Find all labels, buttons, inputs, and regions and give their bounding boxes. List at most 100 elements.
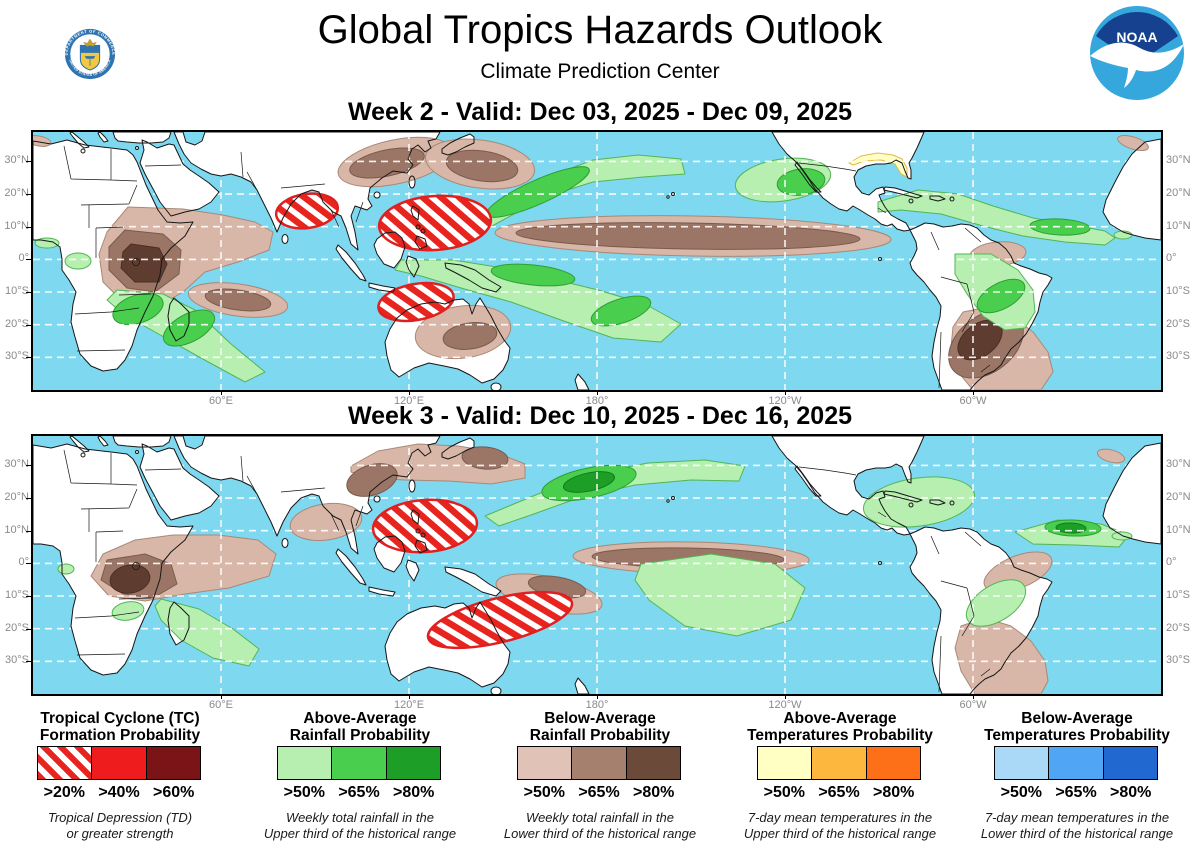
- legend-note: Weekly total rainfall in the Lower third …: [487, 810, 713, 842]
- lon-tick: [221, 694, 222, 699]
- lat-label-left-week2: 20°S: [5, 317, 29, 330]
- tc-formation-region: [274, 192, 340, 230]
- lon-tick: [221, 390, 222, 395]
- week3-map: [31, 434, 1163, 696]
- lat-label-right-week3: 0°: [1166, 556, 1177, 569]
- above-rain-region-level1: [111, 601, 145, 621]
- legend-color-bar: [757, 746, 921, 780]
- week3-map-canvas: [33, 436, 1161, 694]
- above-rain-region-level1: [57, 563, 75, 575]
- legend-title-line: Above-Average: [303, 710, 417, 727]
- legend-note: 7-day mean temperatures in the Upper thir…: [727, 810, 953, 842]
- lat-label-left-week3: 30°S: [5, 654, 29, 667]
- legend-note: 7-day mean temperatures in the Lower thir…: [964, 810, 1190, 842]
- noaa-logo-bird: [1090, 42, 1184, 88]
- legend-swatch-65: [811, 747, 866, 779]
- legend-title-line: Formation Probability: [39, 727, 201, 744]
- lat-label-right-week2: 20°S: [1166, 317, 1190, 330]
- legend-note-line: Upper third of the historical range: [743, 826, 937, 841]
- lon-label-week3: 60°E: [209, 699, 233, 711]
- legend-title: Above-Average Rainfall Probability: [255, 710, 465, 744]
- lat-tick: [26, 226, 31, 228]
- week3-title: Week 3 - Valid: Dec 10, 2025 - Dec 16, 2…: [347, 402, 853, 430]
- above-rain-region-level1: [64, 252, 92, 270]
- below-rain-region-level1: [1117, 134, 1149, 152]
- legend-title-line: Rainfall Probability: [289, 727, 431, 744]
- legend-swatch-50: [758, 747, 812, 779]
- lat-label-left-week3: 30°N: [4, 458, 29, 471]
- tc-formation-region: [377, 194, 493, 252]
- legend-note-line: Tropical Depression (TD): [47, 810, 193, 825]
- above-rain-region-level2: [490, 263, 576, 287]
- lat-label-left-week3: 0°: [18, 556, 29, 569]
- legend-title-line: Below-Average: [1021, 710, 1133, 727]
- week2-map-canvas: [33, 132, 1161, 390]
- legend-thresholds: >50% >65% >80%: [994, 784, 1158, 802]
- below-rain-region-level3: [120, 243, 168, 283]
- legend-title: Above-Average Temperatures Probability: [735, 710, 945, 744]
- lat-label-left-week3: 20°S: [5, 621, 29, 634]
- legend-swatch-65: [331, 747, 386, 779]
- lat-label-right-week3: 30°N: [1166, 458, 1191, 471]
- legend-note-line: 7-day mean temperatures in the: [984, 810, 1170, 825]
- below-rain-region-level2: [346, 463, 398, 497]
- legend-swatch-80: [385, 747, 440, 779]
- lat-tick: [26, 661, 31, 663]
- doc-seal-shield: [79, 38, 101, 71]
- legend-thresholds: >50% >65% >80%: [757, 784, 921, 802]
- legend-title: Below-Average Rainfall Probability: [495, 710, 705, 744]
- lon-label-week3: 60°W: [959, 699, 987, 711]
- lon-label-week2: 60°E: [209, 395, 233, 407]
- legend-swatch-80: [865, 747, 920, 779]
- legend-threshold-label: >65%: [338, 784, 380, 801]
- lon-label-week3: 180°: [585, 699, 609, 711]
- lat-tick: [26, 259, 31, 261]
- legend-title: Tropical Cyclone (TC) Formation Probabili…: [15, 710, 225, 744]
- legend-thresholds: >50% >65% >80%: [517, 784, 681, 802]
- legend-threshold-label: >60%: [152, 784, 195, 801]
- lon-tick: [597, 694, 598, 699]
- legend-title-line: Below-Average: [544, 710, 656, 727]
- lat-label-left-week2: 30°S: [5, 350, 29, 363]
- legend-note-line: Weekly total rainfall in the: [526, 810, 674, 825]
- above-rain-region-level2: [590, 295, 652, 327]
- lat-tick: [26, 357, 31, 359]
- lat-label-left-week2: 10°S: [5, 285, 29, 297]
- legend-group-0: Tropical Cyclone (TC) Formation Probabili…: [15, 706, 225, 846]
- legend-threshold-label: >80%: [392, 784, 435, 801]
- lat-label-left-week3: 20°N: [4, 491, 29, 504]
- lat-tick: [26, 324, 31, 326]
- lon-tick: [409, 694, 410, 699]
- lat-tick: [26, 292, 31, 293]
- legend-swatch-50: [518, 747, 572, 779]
- tc-formation-region: [426, 590, 574, 650]
- lat-label-right-week3: 20°S: [1166, 621, 1190, 634]
- week2-title: Week 2 - Valid: Dec 03, 2025 - Dec 09, 2…: [347, 98, 853, 126]
- lat-label-right-week3: 30°S: [1166, 654, 1190, 667]
- below-rain-region-level3: [109, 564, 151, 594]
- lat-tick: [26, 161, 31, 163]
- lon-label-week2: 120°W: [768, 395, 802, 407]
- lat-label-left-week2: 30°N: [4, 154, 29, 167]
- below-rain-region-level2: [349, 147, 425, 179]
- below-rain-region-level2: [515, 222, 861, 250]
- lat-label-right-week2: 30°N: [1166, 154, 1191, 167]
- lat-tick: [26, 530, 31, 532]
- legend-threshold-label: >65%: [818, 784, 860, 801]
- lat-label-right-week2: 10°S: [1166, 285, 1190, 297]
- legend-threshold-label: >50%: [523, 784, 566, 801]
- lat-label-right-week3: 10°N: [1166, 523, 1191, 536]
- legend-color-bar: [517, 746, 681, 780]
- lon-tick: [785, 694, 786, 699]
- lon-label-week2: 120°E: [393, 395, 425, 407]
- legend-note: Tropical Depression (TD) or greater stren…: [7, 810, 233, 842]
- legend-threshold-label: >65%: [578, 784, 620, 801]
- legend-group-3: Above-Average Temperatures Probability >50…: [735, 706, 945, 846]
- legend-title: Below-Average Temperatures Probability: [972, 710, 1182, 744]
- above-rain-region-level1: [862, 476, 976, 528]
- lat-tick: [26, 194, 31, 196]
- legend-group-1: Above-Average Rainfall Probability >50% >65…: [255, 706, 465, 846]
- legend-threshold-label: >80%: [872, 784, 915, 801]
- lat-tick: [26, 563, 31, 565]
- lat-label-left-week3: 10°N: [4, 523, 29, 536]
